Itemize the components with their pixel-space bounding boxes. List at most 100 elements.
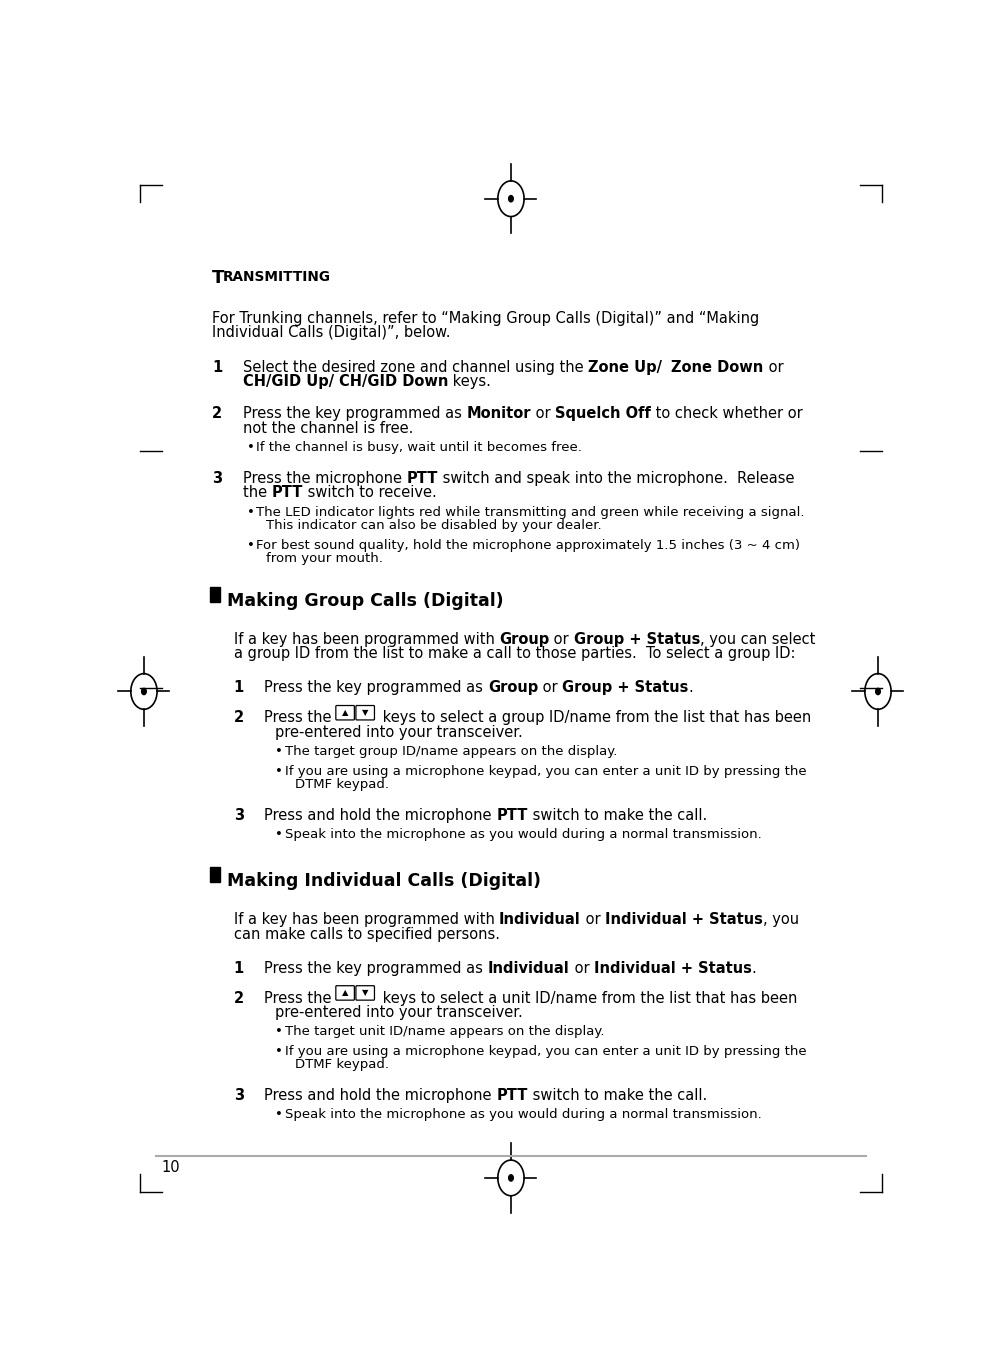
Text: Making Individual Calls (Digital): Making Individual Calls (Digital)	[227, 872, 541, 890]
Text: or: or	[581, 912, 605, 927]
Text: switch to make the call.: switch to make the call.	[528, 1088, 707, 1103]
Text: not the channel is free.: not the channel is free.	[243, 421, 413, 436]
Text: or: or	[549, 632, 573, 647]
Text: DTMF keypad.: DTMF keypad.	[295, 1058, 390, 1071]
Text: Press the key programmed as: Press the key programmed as	[264, 961, 488, 976]
Text: keys to select a group ID/name from the list that has been: keys to select a group ID/name from the …	[378, 710, 812, 725]
Text: pre-entered into your transceiver.: pre-entered into your transceiver.	[274, 725, 522, 740]
Text: 2: 2	[233, 991, 243, 1006]
Text: •: •	[275, 1045, 283, 1058]
Text: •: •	[246, 538, 254, 552]
Text: 3: 3	[233, 1088, 243, 1103]
Text: Zone Up/: Zone Up/	[588, 360, 662, 375]
Text: Individual + Status: Individual + Status	[605, 912, 763, 927]
Text: Individual + Status: Individual + Status	[594, 961, 752, 976]
Text: ▲: ▲	[342, 988, 348, 998]
Text: •: •	[275, 746, 283, 758]
Text: Press the key programmed as: Press the key programmed as	[264, 680, 488, 695]
Text: pre-entered into your transceiver.: pre-entered into your transceiver.	[274, 1006, 522, 1021]
Text: CH/GID Down: CH/GID Down	[339, 375, 448, 390]
Text: 2: 2	[212, 406, 222, 421]
Text: 1: 1	[233, 680, 244, 695]
Text: If a key has been programmed with: If a key has been programmed with	[233, 912, 499, 927]
Text: the: the	[243, 485, 271, 500]
Text: .: .	[689, 680, 694, 695]
Text: , you: , you	[763, 912, 799, 927]
Text: ▼: ▼	[362, 709, 369, 717]
Text: Press and hold the microphone: Press and hold the microphone	[264, 1088, 497, 1103]
Text: or: or	[538, 680, 562, 695]
FancyBboxPatch shape	[356, 985, 375, 1000]
Text: DTMF keypad.: DTMF keypad.	[295, 778, 390, 791]
Text: 1: 1	[212, 360, 222, 375]
Bar	[210, 586, 219, 602]
Text: The target unit ID/name appears on the display.: The target unit ID/name appears on the d…	[285, 1025, 605, 1039]
Text: can make calls to specified persons.: can make calls to specified persons.	[233, 927, 499, 942]
Text: •: •	[246, 506, 254, 518]
Text: Group: Group	[488, 680, 538, 695]
Text: Group + Status: Group + Status	[573, 632, 700, 647]
Text: Group: Group	[499, 632, 549, 647]
Text: Press the: Press the	[264, 991, 337, 1006]
Text: or: or	[764, 360, 784, 375]
Text: , you can select: , you can select	[700, 632, 816, 647]
Text: PTT: PTT	[497, 1088, 528, 1103]
Text: Squelch Off: Squelch Off	[555, 406, 651, 421]
Text: from your mouth.: from your mouth.	[266, 552, 383, 564]
Text: Speak into the microphone as you would during a normal transmission.: Speak into the microphone as you would d…	[285, 1108, 762, 1122]
Text: This indicator can also be disabled by your dealer.: This indicator can also be disabled by y…	[266, 518, 601, 532]
Text: Zone Down: Zone Down	[671, 360, 764, 375]
Text: The target group ID/name appears on the display.: The target group ID/name appears on the …	[285, 746, 618, 758]
Text: keys.: keys.	[448, 375, 491, 390]
Text: or: or	[569, 961, 594, 976]
Text: 3: 3	[233, 808, 243, 823]
Text: Individual: Individual	[499, 912, 581, 927]
Text: For Trunking channels, refer to “Making Group Calls (Digital)” and “Making: For Trunking channels, refer to “Making …	[212, 311, 759, 326]
Text: •: •	[275, 1108, 283, 1122]
Text: a group ID from the list to make a call to those parties.  To select a group ID:: a group ID from the list to make a call …	[233, 646, 795, 661]
Text: Press the: Press the	[264, 710, 337, 725]
Text: Press the: Press the	[264, 991, 337, 1006]
Text: If the channel is busy, wait until it becomes free.: If the channel is busy, wait until it be…	[256, 440, 582, 454]
Text: If you are using a microphone keypad, you can enter a unit ID by pressing the: If you are using a microphone keypad, yo…	[285, 1045, 807, 1058]
Text: PTT: PTT	[407, 470, 438, 485]
Text: PTT: PTT	[271, 485, 303, 500]
Text: ▼: ▼	[362, 988, 369, 998]
Text: T: T	[212, 269, 224, 286]
Circle shape	[875, 688, 880, 695]
Text: •: •	[275, 765, 283, 778]
Circle shape	[142, 688, 147, 695]
Text: Speak into the microphone as you would during a normal transmission.: Speak into the microphone as you would d…	[285, 827, 762, 841]
Text: .: .	[752, 961, 757, 976]
Text: or: or	[530, 406, 555, 421]
Text: PTT: PTT	[497, 808, 528, 823]
Text: CH/GID Up/: CH/GID Up/	[243, 375, 334, 390]
Text: Group + Status: Group + Status	[562, 680, 689, 695]
Circle shape	[508, 1175, 513, 1182]
Circle shape	[508, 195, 513, 202]
FancyBboxPatch shape	[356, 706, 375, 720]
Text: Press the key programmed as: Press the key programmed as	[243, 406, 467, 421]
Text: Press the microphone: Press the microphone	[243, 470, 407, 485]
Text: Press the: Press the	[264, 710, 337, 725]
Text: switch and speak into the microphone.  Release: switch and speak into the microphone. Re…	[438, 470, 795, 485]
Text: If a key has been programmed with: If a key has been programmed with	[233, 632, 499, 647]
Text: Select the desired zone and channel using the: Select the desired zone and channel usin…	[243, 360, 588, 375]
Text: 3: 3	[212, 470, 222, 485]
Text: to check whether or: to check whether or	[651, 406, 803, 421]
Text: keys to select a unit ID/name from the list that has been: keys to select a unit ID/name from the l…	[378, 991, 798, 1006]
Text: •: •	[275, 1025, 283, 1039]
FancyBboxPatch shape	[336, 706, 354, 720]
Text: Monitor: Monitor	[467, 406, 530, 421]
Text: Individual: Individual	[488, 961, 569, 976]
Text: 2: 2	[233, 710, 243, 725]
Text: For best sound quality, hold the microphone approximately 1.5 inches (3 ~ 4 cm): For best sound quality, hold the microph…	[256, 538, 800, 552]
Text: 10: 10	[162, 1160, 180, 1175]
Text: RANSMITTING: RANSMITTING	[222, 270, 330, 284]
Text: •: •	[275, 827, 283, 841]
Text: If you are using a microphone keypad, you can enter a unit ID by pressing the: If you are using a microphone keypad, yo…	[285, 765, 807, 778]
Text: •: •	[246, 440, 254, 454]
FancyBboxPatch shape	[336, 985, 354, 1000]
Text: Making Group Calls (Digital): Making Group Calls (Digital)	[227, 592, 504, 609]
Text: switch to receive.: switch to receive.	[303, 485, 437, 500]
